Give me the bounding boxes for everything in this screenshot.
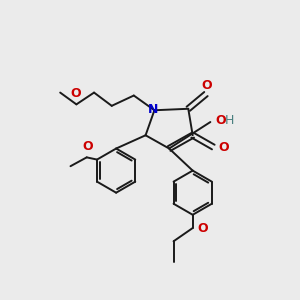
Text: O: O: [82, 140, 93, 153]
Text: N: N: [148, 103, 158, 116]
Text: O: O: [216, 114, 226, 127]
Text: H: H: [225, 114, 235, 127]
Text: O: O: [197, 221, 208, 235]
Text: O: O: [219, 141, 229, 154]
Text: O: O: [70, 87, 81, 100]
Text: O: O: [201, 79, 212, 92]
